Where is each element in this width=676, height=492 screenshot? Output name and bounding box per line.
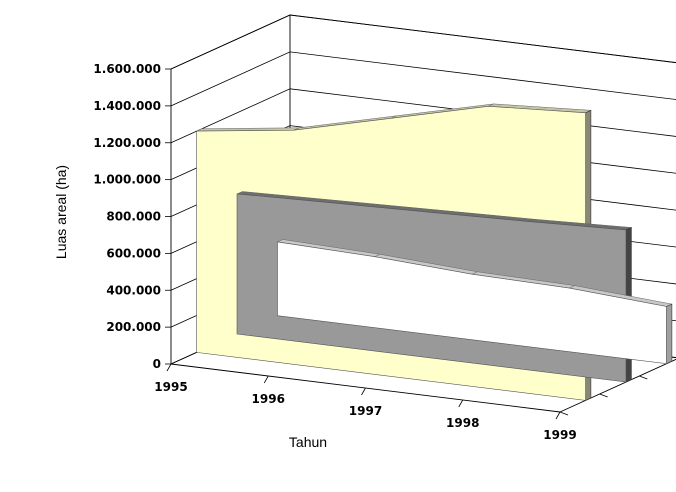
x-tick-mark [555, 411, 561, 420]
depth-tick-mark [639, 375, 648, 380]
y-tick-label: 1.000.000 [93, 173, 161, 187]
y-tick-label: 600.000 [106, 246, 161, 260]
series-1-area [277, 241, 667, 365]
y-tick-label: 200.000 [106, 320, 161, 334]
x-tick-label: 1997 [349, 404, 382, 418]
x-tick-labels: 1995 1996 1997 1998 1999 [154, 380, 576, 442]
y-tick-label: 0 [153, 357, 161, 371]
x-axis-title: Tahun [289, 434, 327, 450]
y-gridline [170, 51, 676, 107]
x-tick-label: 1995 [154, 380, 187, 394]
depth-tick-mark [599, 393, 608, 398]
x-tick-label: 1996 [252, 392, 285, 406]
x-tick-mark [458, 399, 464, 408]
series-layer [196, 103, 673, 401]
axes [165, 68, 648, 420]
y-tick-label: 1.200.000 [93, 136, 161, 150]
x-tick-label: 1998 [446, 416, 479, 430]
y-tick-label: 1.400.000 [93, 99, 161, 113]
series-1-ribbon [276, 239, 673, 365]
x-tick-mark [263, 375, 269, 384]
x-tick-mark [361, 387, 366, 396]
y-tick-labels: 0 200.000 400.000 600.000 800.000 1.000.000 1.… [93, 62, 161, 371]
y-axis-title: Luas areal (ha) [53, 165, 69, 259]
depth-tick-mark [559, 411, 569, 416]
y-tick-label: 1.600.000 [93, 62, 161, 76]
y-gridline [170, 14, 676, 70]
x-tick-label: 1999 [543, 428, 576, 442]
y-tick-label: 400.000 [106, 283, 161, 297]
x-tick-mark [166, 363, 172, 372]
y-tick-label: 800.000 [106, 210, 161, 224]
floor-right-edge [559, 358, 676, 413]
series-1-end-cap [666, 303, 673, 365]
